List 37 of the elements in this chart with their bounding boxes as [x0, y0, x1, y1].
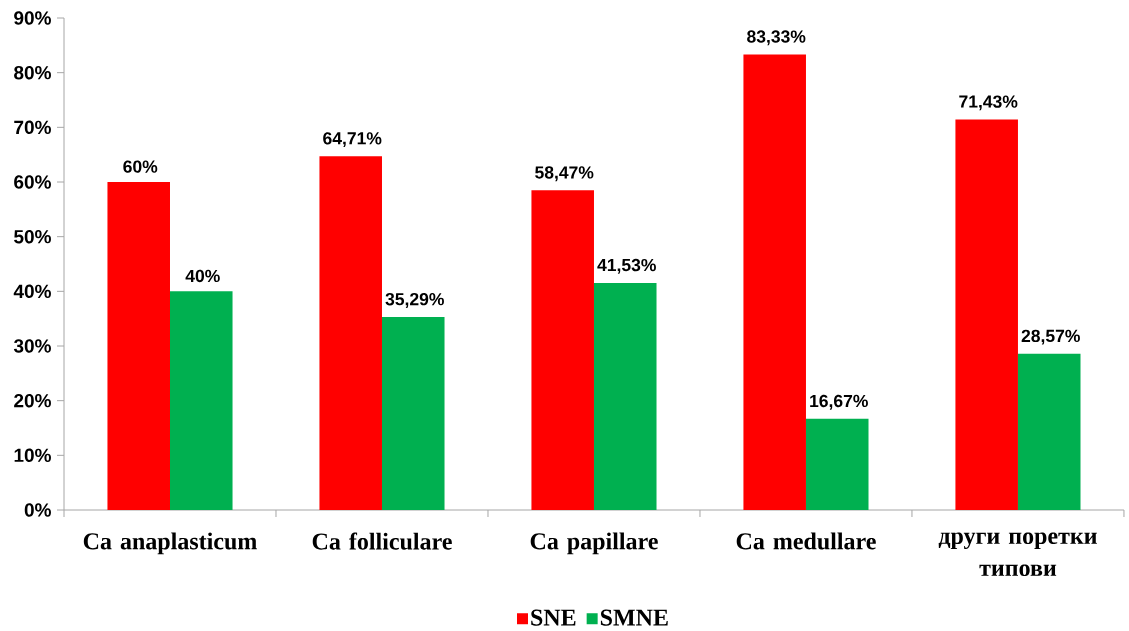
data-label: 60%	[123, 160, 158, 173]
bar	[381, 317, 445, 510]
y-tick-label: 30%	[13, 339, 51, 353]
x-tick-label: други поретки типови	[938, 532, 1097, 577]
legend-label: SMNE	[600, 609, 668, 626]
data-label: 28,57%	[1021, 329, 1080, 345]
y-tick-label: 90%	[14, 11, 51, 25]
y-tick-label: 0%	[24, 503, 51, 517]
y-tick-label: 70%	[14, 120, 51, 135]
data-label: 83,33%	[747, 30, 806, 46]
data-label: 64,71%	[323, 132, 382, 148]
y-tick-label: 10%	[14, 448, 51, 463]
data-label: 40%	[185, 269, 220, 283]
x-tick-label: Ca folliculare	[312, 532, 452, 550]
bar	[743, 54, 806, 510]
bar	[805, 418, 869, 510]
bar	[593, 282, 657, 510]
bar	[531, 190, 594, 510]
y-tick-label: 40%	[13, 284, 51, 299]
x-tick-label: Ca medullare	[736, 532, 876, 550]
data-label: 71,43%	[959, 95, 1018, 111]
y-tick-label: 50%	[14, 229, 51, 244]
y-tick-label: 80%	[14, 65, 51, 80]
bar	[319, 156, 382, 510]
y-tick-label: 20%	[14, 393, 51, 408]
data-label: 58,47%	[535, 166, 594, 182]
y-tick-label: 60%	[14, 175, 51, 189]
bar	[955, 119, 1018, 510]
legend-label: SNE	[531, 609, 576, 626]
bar	[107, 182, 170, 510]
bar	[1017, 353, 1081, 510]
x-tick-label: Ca anaplasticum	[83, 532, 257, 555]
data-label: 35,29%	[385, 292, 444, 308]
data-label: 41,53%	[597, 258, 656, 274]
x-tick-label: Ca papillare	[530, 532, 658, 555]
bar	[170, 291, 233, 510]
data-label: 16,67%	[810, 394, 868, 410]
